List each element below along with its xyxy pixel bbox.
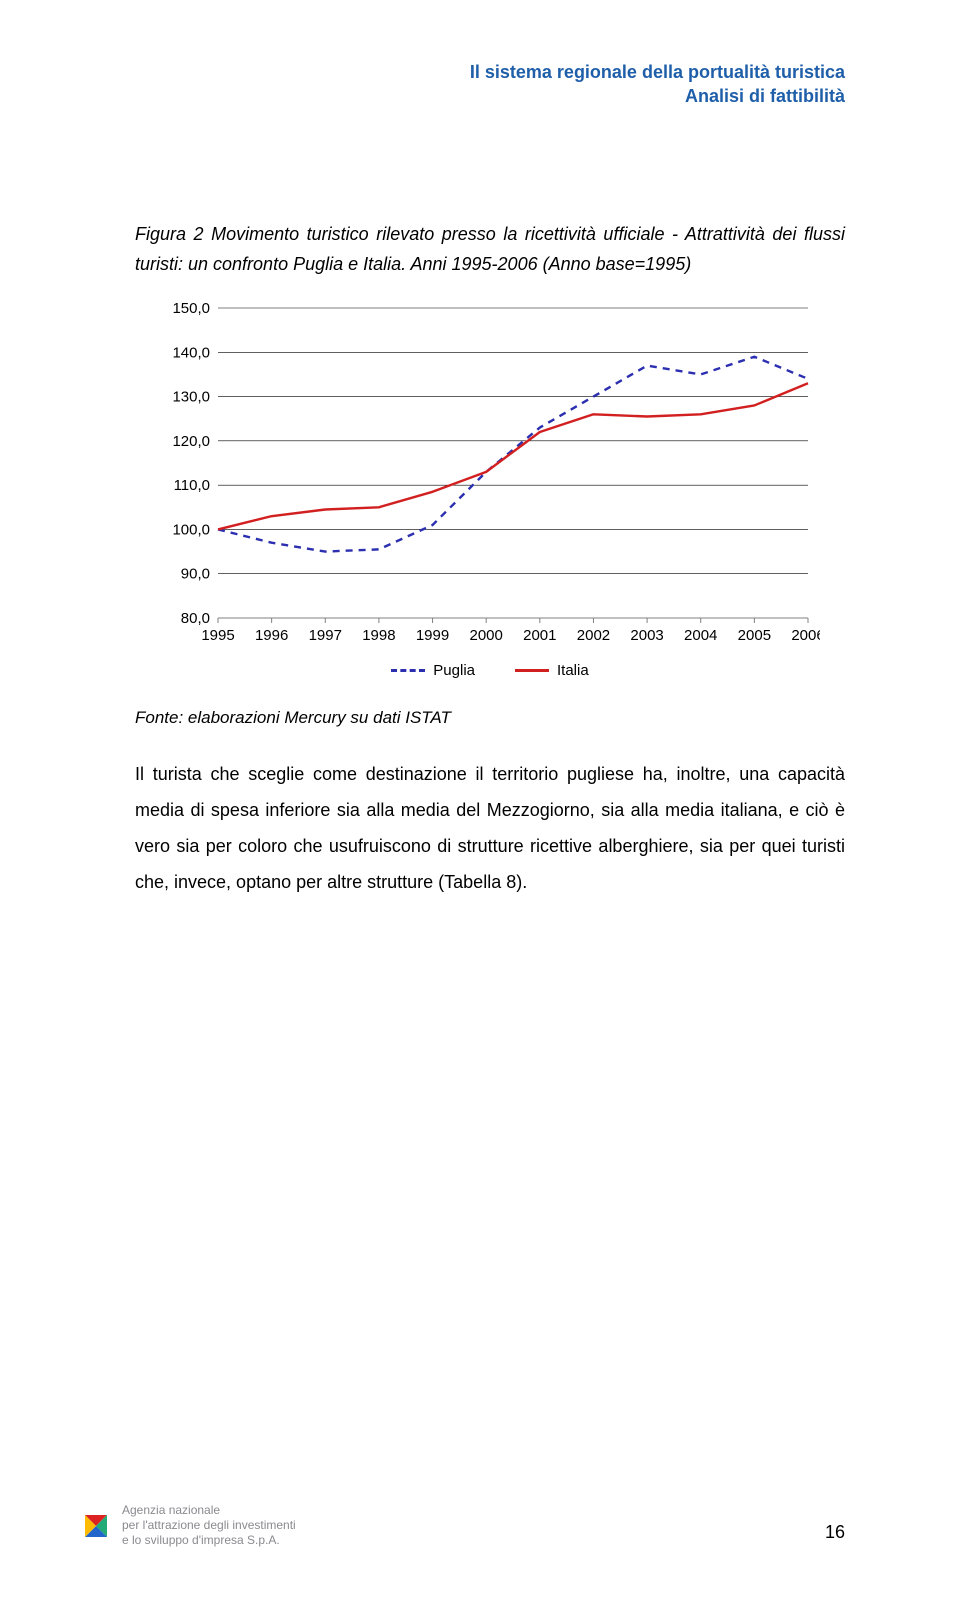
svg-text:110,0: 110,0 [174, 477, 210, 494]
chart-legend: Puglia Italia [160, 662, 820, 679]
svg-text:120,0: 120,0 [172, 433, 210, 450]
footer-line2: per l'attrazione degli investimenti [122, 1518, 296, 1533]
svg-text:130,0: 130,0 [172, 388, 210, 405]
svg-text:2003: 2003 [630, 627, 663, 644]
chart-source: Fonte: elaborazioni Mercury su dati ISTA… [135, 708, 845, 728]
svg-text:100,0: 100,0 [172, 521, 210, 538]
svg-text:1997: 1997 [309, 627, 342, 644]
footer-line1: Agenzia nazionale [122, 1503, 296, 1518]
svg-text:1999: 1999 [416, 627, 449, 644]
svg-text:2006: 2006 [791, 627, 820, 644]
page-number: 16 [825, 1522, 845, 1543]
svg-text:2002: 2002 [577, 627, 610, 644]
footer-line3: e lo sviluppo d'impresa S.p.A. [122, 1533, 296, 1548]
figure-caption: Figura 2 Movimento turistico rilevato pr… [135, 219, 845, 280]
svg-text:90,0: 90,0 [181, 565, 210, 582]
body-paragraph: Il turista che sceglie come destinazione… [135, 756, 845, 900]
svg-text:150,0: 150,0 [172, 300, 210, 317]
svg-text:80,0: 80,0 [181, 610, 210, 627]
svg-text:140,0: 140,0 [172, 344, 210, 361]
svg-text:1996: 1996 [255, 627, 288, 644]
legend-item: Italia [515, 662, 589, 679]
svg-text:2000: 2000 [469, 627, 502, 644]
svg-text:1995: 1995 [201, 627, 234, 644]
footer-logo: Agenzia nazionale per l'attrazione degli… [80, 1503, 296, 1548]
header-line2: Analisi di fattibilità [135, 84, 845, 108]
line-chart: 80,0 90,0 100,0 110,0 120,0 130,0 140,0 150,0 19… [160, 298, 820, 698]
svg-text:2004: 2004 [684, 627, 717, 644]
svg-text:2005: 2005 [738, 627, 771, 644]
svg-text:1998: 1998 [362, 627, 395, 644]
svg-text:2001: 2001 [523, 627, 556, 644]
header-line1: Il sistema regionale della portualità tu… [135, 60, 845, 84]
logo-icon [80, 1510, 112, 1542]
legend-item: Puglia [391, 662, 475, 679]
